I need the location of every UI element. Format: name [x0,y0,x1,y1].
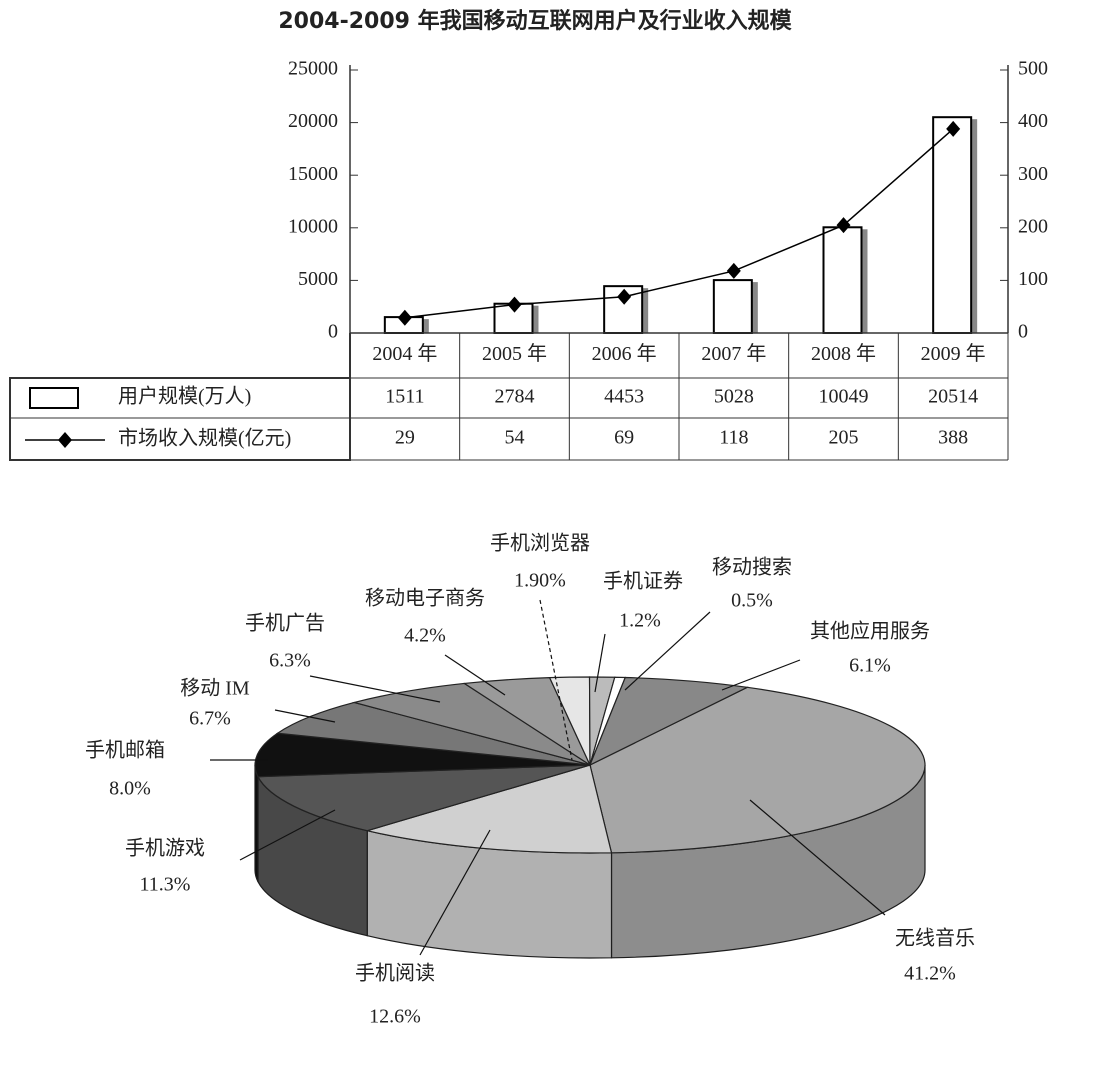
table-value: 10049 [819,386,869,408]
x-tick-label: 2008 年 [811,342,876,365]
pie-value-label: 0.5% [731,590,773,612]
pie-label: 其他应用服务 [810,620,930,643]
leader-line [274,709,336,723]
y2-tick-label: 500 [1018,58,1048,80]
x-tick-label: 2009 年 [921,342,986,365]
pie-value-label: 6.1% [849,655,891,677]
table-value: 118 [719,427,748,449]
pie-value-label: 6.3% [269,650,311,672]
pie-label: 手机邮箱 [85,739,165,762]
leader-line [721,659,801,691]
pie-slice [351,682,591,766]
x-tick-label: 2004 年 [372,342,437,365]
pie-value-label: 11.3% [140,874,191,896]
pie-value-label: 6.7% [189,708,231,730]
leader-line [239,809,336,861]
pie-slice [588,676,750,767]
legend-entry: 用户规模(万人) [118,385,251,408]
pie-value-label: 8.0% [109,778,151,800]
pie-label: 移动电子商务 [365,587,485,610]
pie-value-label: 41.2% [904,963,956,985]
pie-slice [589,686,926,854]
y-tick-label: 0 [328,321,338,343]
x-tick-label: 2007 年 [701,342,766,365]
table-value: 29 [395,427,415,449]
leader-line [309,675,441,703]
table-value: 20514 [928,386,978,408]
y-tick-label: 15000 [288,163,338,185]
legend-bar-icon [29,387,79,409]
y2-tick-label: 100 [1018,268,1048,290]
legend-marker [58,432,72,448]
marker [836,217,851,234]
pie-label: 手机广告 [245,612,325,635]
leader-line [419,829,491,956]
pie-value-label: 12.6% [369,1006,421,1028]
leader-line [539,599,573,761]
marker [946,120,961,137]
pie-side [254,764,259,882]
pie-label: 手机阅读 [355,962,435,985]
pie-slice [364,764,613,854]
pie-label: 移动 IM [180,677,250,700]
pie-label: 手机证券 [603,570,683,593]
chart-title: 2004-2009 年我国移动互联网用户及行业收入规模 [278,8,792,34]
y2-tick-label: 400 [1018,110,1048,132]
leader-line [444,654,506,696]
pie-label: 手机浏览器 [490,532,590,555]
x-tick-label: 2006 年 [592,342,657,365]
y-tick-label: 10000 [288,215,338,237]
table-value: 388 [938,427,968,449]
y-tick-label: 5000 [298,268,338,290]
y2-tick-label: 300 [1018,163,1048,185]
y-tick-label: 20000 [288,110,338,132]
pie-slice [257,764,591,832]
leader-line [594,633,606,693]
table-value: 54 [505,427,525,449]
pie-label: 无线音乐 [895,927,975,950]
y2-tick-label: 200 [1018,215,1048,237]
table-value: 2784 [495,386,535,408]
marker [507,296,522,313]
marker [726,262,741,279]
y2-tick-label: 0 [1018,321,1028,343]
x-tick-label: 2005 年 [482,342,547,365]
pie-label: 手机游戏 [125,837,205,860]
pie-value-label: 1.2% [619,610,661,632]
y-tick-label: 25000 [288,58,338,80]
table-value: 1511 [385,386,424,408]
table-value: 205 [829,427,859,449]
line [404,128,954,319]
leader-line [749,799,886,916]
bar [932,116,973,334]
legend-entry: 市场收入规模(亿元) [118,427,291,450]
bar [712,279,753,334]
table-value: 5028 [714,386,754,408]
marker [617,288,632,305]
table-value: 69 [614,427,634,449]
pie-slice [254,732,591,778]
pie-value-label: 4.2% [404,625,446,647]
pie-label: 移动搜索 [712,556,792,579]
leader-line [624,611,711,691]
bar [822,226,863,334]
pie-value-label: 1.90% [514,570,566,592]
table-value: 4453 [604,386,644,408]
marker [397,309,412,326]
